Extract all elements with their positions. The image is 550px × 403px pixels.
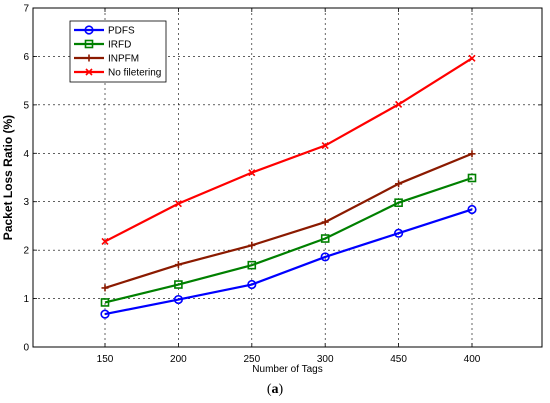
y-tick-label: 5: [23, 100, 29, 111]
legend-label: INPFM: [108, 54, 139, 65]
y-tick-label: 7: [23, 4, 29, 15]
data-point-inpfm: [101, 284, 109, 292]
y-tick-label: 1: [23, 294, 29, 305]
y-tick-label: 0: [23, 343, 29, 354]
data-point-pdfs: [100, 309, 110, 319]
data-point-inpfm: [468, 150, 476, 158]
legend-item-inpfm: INPFM: [74, 54, 139, 65]
x-tick-label: 250: [243, 354, 260, 365]
legend-item-pdfs: PDFS: [74, 25, 135, 37]
legend-item-irfd: IRFD: [74, 40, 131, 51]
data-point-inpfm: [174, 261, 182, 269]
data-point-inpfm: [395, 180, 403, 188]
x-tick-label: 300: [317, 354, 334, 365]
data-point-irfd: [320, 234, 330, 243]
plot-frame: [32, 7, 543, 348]
caption-letter: a: [271, 382, 279, 397]
legend-marker: [85, 54, 93, 62]
x-tick-label: 150: [97, 354, 114, 365]
x-axis-ticks: 150 200 250 300 450 400: [97, 8, 481, 365]
data-point-irfd: [174, 280, 183, 289]
y-tick-label: 3: [23, 197, 29, 208]
legend-label: IRFD: [108, 40, 131, 51]
data-point-pdfs: [173, 294, 183, 305]
data-point-no-filetering: [468, 54, 476, 62]
data-point-pdfs: [247, 279, 257, 290]
x-tick-label: 200: [170, 354, 187, 365]
y-tick-label: 6: [23, 52, 29, 63]
x-axis-label: Number of Tags: [252, 364, 322, 375]
y-tick-label: 2: [23, 246, 29, 257]
series-inpfm: [101, 150, 476, 292]
data-point-inpfm: [321, 218, 329, 226]
series-line-no-filetering: [104, 57, 473, 243]
data-point-no-filetering: [321, 141, 329, 150]
legend-label: PDFS: [108, 26, 135, 37]
series-irfd: [100, 173, 477, 307]
data-point-irfd: [100, 298, 110, 307]
y-tick-label: 4: [23, 149, 29, 160]
series-line-pdfs: [104, 208, 473, 316]
legend-marker: [85, 68, 93, 76]
series-pdfs: [100, 204, 477, 319]
series-no-filetering: [101, 54, 476, 245]
data-point-pdfs: [320, 252, 330, 262]
series-line-inpfm: [104, 152, 473, 289]
legend: PDFS IRFD INPFM No filetering: [69, 20, 167, 83]
data-point-pdfs: [467, 204, 477, 215]
legend-label: No filetering: [108, 68, 161, 79]
legend-item-no-filetering: No filetering: [74, 68, 161, 79]
figure-caption: (a): [266, 382, 284, 397]
data-point-no-filetering: [101, 237, 109, 245]
y-axis-label: Packet Loss Ratio (%): [1, 115, 15, 240]
data-point-no-filetering: [174, 200, 182, 208]
x-tick-label: 450: [390, 354, 407, 365]
series-line-irfd: [104, 176, 473, 304]
legend-marker: [84, 25, 94, 35]
x-tick-label: 400: [464, 354, 481, 365]
data-point-irfd: [394, 198, 403, 207]
legend-marker: [84, 39, 94, 49]
series-group: [100, 54, 477, 319]
data-point-pdfs: [394, 228, 404, 238]
data-point-inpfm: [248, 241, 256, 249]
data-point-no-filetering: [248, 169, 256, 177]
data-point-irfd: [247, 260, 257, 270]
data-point-irfd: [467, 173, 477, 183]
data-point-no-filetering: [395, 100, 403, 108]
